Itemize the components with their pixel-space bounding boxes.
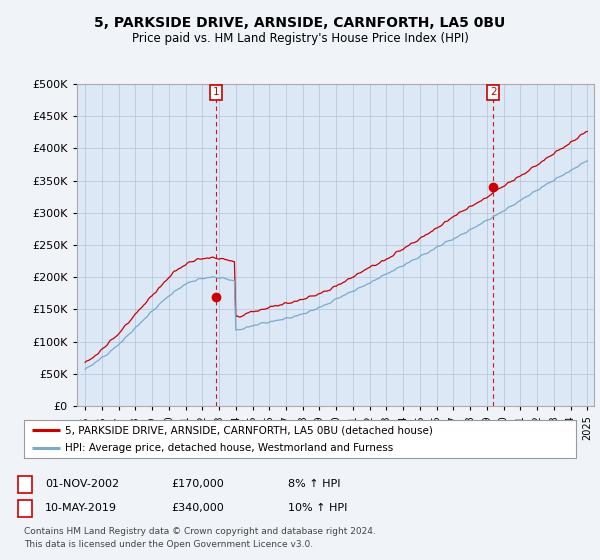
Text: 10% ↑ HPI: 10% ↑ HPI — [288, 503, 347, 514]
Text: 1: 1 — [22, 479, 29, 489]
Text: £170,000: £170,000 — [171, 479, 224, 489]
Text: 10-MAY-2019: 10-MAY-2019 — [45, 503, 117, 514]
Text: Price paid vs. HM Land Registry's House Price Index (HPI): Price paid vs. HM Land Registry's House … — [131, 32, 469, 45]
Text: 1: 1 — [213, 87, 220, 97]
Text: Contains HM Land Registry data © Crown copyright and database right 2024.: Contains HM Land Registry data © Crown c… — [24, 528, 376, 536]
Text: 8% ↑ HPI: 8% ↑ HPI — [288, 479, 341, 489]
Text: 5, PARKSIDE DRIVE, ARNSIDE, CARNFORTH, LA5 0BU (detached house): 5, PARKSIDE DRIVE, ARNSIDE, CARNFORTH, L… — [65, 425, 433, 435]
Text: This data is licensed under the Open Government Licence v3.0.: This data is licensed under the Open Gov… — [24, 540, 313, 549]
Text: 2: 2 — [22, 503, 29, 514]
Text: HPI: Average price, detached house, Westmorland and Furness: HPI: Average price, detached house, West… — [65, 443, 394, 453]
Text: 01-NOV-2002: 01-NOV-2002 — [45, 479, 119, 489]
Text: £340,000: £340,000 — [171, 503, 224, 514]
Text: 5, PARKSIDE DRIVE, ARNSIDE, CARNFORTH, LA5 0BU: 5, PARKSIDE DRIVE, ARNSIDE, CARNFORTH, L… — [94, 16, 506, 30]
Text: 2: 2 — [490, 87, 496, 97]
